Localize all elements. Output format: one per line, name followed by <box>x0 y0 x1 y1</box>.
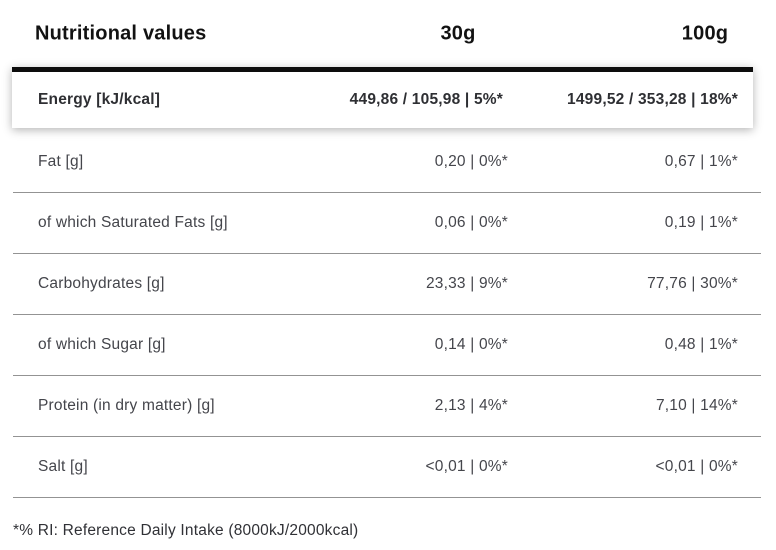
row-label: of which Saturated Fats [g] <box>38 214 228 231</box>
value-100g: 77,76 | 30%* <box>647 275 738 292</box>
energy-row-label: Energy [kJ/kcal] <box>38 91 161 108</box>
table-row: Salt [g] <0,01 | 0%* <0,01 | 0%* <box>13 437 761 498</box>
value-30g: 0,14 | 0%* <box>434 336 508 353</box>
table-row: of which Saturated Fats [g] 0,06 | 0%* 0… <box>13 193 761 254</box>
row-label: Carbohydrates [g] <box>38 275 165 292</box>
table-row: of which Sugar [g] 0,14 | 0%* 0,48 | 1%* <box>13 315 761 376</box>
row-label: Salt [g] <box>38 458 88 475</box>
table-row: Fat [g] 0,20 | 0%* 0,67 | 1%* <box>13 132 761 193</box>
energy-value-100g: 1499,52 / 353,28 | 18%* <box>567 91 738 108</box>
energy-value-30g: 449,86 / 105,98 | 5%* <box>349 91 503 108</box>
value-100g: 0,19 | 1%* <box>664 214 738 231</box>
table-body: Fat [g] 0,20 | 0%* 0,67 | 1%* of which S… <box>13 132 761 498</box>
table-header: Nutritional values 30g 100g <box>0 0 776 67</box>
reference-intake-footnote: *% RI: Reference Daily Intake (8000kJ/20… <box>13 522 359 539</box>
table-row: Carbohydrates [g] 23,33 | 9%* 77,76 | 30… <box>13 254 761 315</box>
row-label: Protein (in dry matter) [g] <box>38 397 215 414</box>
row-label: of which Sugar [g] <box>38 336 166 353</box>
value-100g: <0,01 | 0%* <box>655 458 738 475</box>
energy-row: Energy [kJ/kcal] 449,86 / 105,98 | 5%* 1… <box>12 67 753 128</box>
table-row: Protein (in dry matter) [g] 2,13 | 4%* 7… <box>13 376 761 437</box>
table-title: Nutritional values <box>35 22 207 44</box>
row-label: Fat [g] <box>38 153 84 170</box>
column-header-30g: 30g <box>440 22 476 44</box>
value-100g: 7,10 | 14%* <box>655 397 738 414</box>
column-header-100g: 100g <box>681 22 729 44</box>
value-100g: 0,48 | 1%* <box>664 336 738 353</box>
value-30g: <0,01 | 0%* <box>425 458 508 475</box>
value-30g: 2,13 | 4%* <box>434 397 508 414</box>
value-30g: 23,33 | 9%* <box>425 275 508 292</box>
value-100g: 0,67 | 1%* <box>664 153 738 170</box>
value-30g: 0,20 | 0%* <box>434 153 508 170</box>
value-30g: 0,06 | 0%* <box>434 214 508 231</box>
